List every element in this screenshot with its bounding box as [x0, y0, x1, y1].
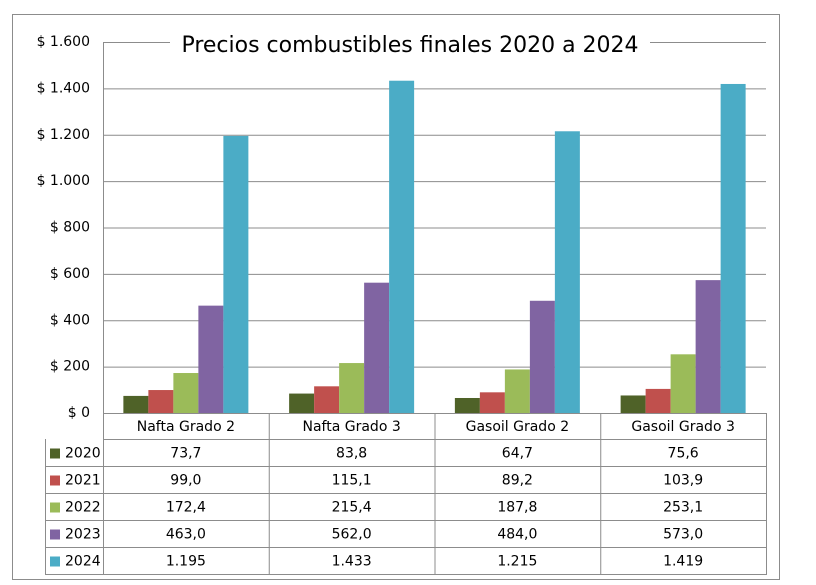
table-value: 99,0: [170, 473, 201, 489]
table-value: 253,1: [663, 500, 703, 516]
table-value: 1.433: [332, 554, 372, 570]
bar: [645, 388, 671, 413]
x-tick-label: Gasoil Grado 2: [466, 419, 570, 435]
table-value: 215,4: [332, 500, 372, 516]
table-value: 103,9: [663, 473, 703, 489]
legend-swatch: [50, 502, 60, 513]
bar: [670, 354, 696, 413]
bar: [148, 390, 174, 413]
bar: [123, 395, 149, 413]
legend-swatch: [50, 448, 60, 459]
title-background: [170, 28, 650, 62]
table-value: 562,0: [332, 527, 372, 543]
bar: [504, 369, 530, 413]
legend-swatch: [50, 475, 60, 486]
y-tick-label: $ 0: [68, 405, 90, 421]
legend-label: 2023: [65, 527, 101, 543]
y-tick-label: $ 1.400: [37, 80, 90, 96]
bar: [314, 386, 340, 413]
bar: [554, 131, 580, 413]
bar: [720, 83, 746, 414]
bar: [454, 397, 480, 413]
bar: [529, 300, 555, 413]
y-tick-label: $ 1.000: [37, 173, 90, 189]
legend-swatch: [50, 529, 60, 540]
table-value: 115,1: [332, 473, 372, 489]
legend-swatch: [50, 556, 60, 567]
x-tick-label: Nafta Grado 3: [303, 419, 401, 435]
y-tick-label: $ 400: [50, 312, 90, 328]
x-tick-label: Gasoil Grado 3: [631, 419, 735, 435]
table-value: 75,6: [668, 446, 699, 462]
legend-label: 2024: [65, 554, 101, 570]
y-tick-label: $ 1.600: [37, 34, 90, 50]
table-value: 73,7: [170, 446, 201, 462]
bar: [479, 392, 505, 413]
bar: [695, 280, 721, 413]
legend-label: 2020: [65, 446, 101, 462]
bar: [289, 393, 315, 413]
bar: [339, 363, 365, 413]
y-tick-label: $ 600: [50, 266, 90, 282]
x-tick-label: Nafta Grado 2: [137, 419, 235, 435]
table-value: 83,8: [336, 446, 367, 462]
y-tick-label: $ 1.200: [37, 127, 90, 143]
table-value: 1.215: [497, 554, 537, 570]
table-value: 89,2: [502, 473, 533, 489]
table-value: 187,8: [497, 500, 537, 516]
table-value: 573,0: [663, 527, 703, 543]
table-value: 484,0: [497, 527, 537, 543]
legend-label: 2021: [65, 473, 101, 489]
table-value: 64,7: [502, 446, 533, 462]
table-value: 463,0: [166, 527, 206, 543]
bar: [364, 282, 390, 413]
y-tick-label: $ 800: [50, 220, 90, 236]
bar: [173, 373, 199, 413]
bar: [620, 395, 646, 413]
bar: [198, 305, 224, 413]
table-value: 172,4: [166, 500, 206, 516]
legend-label: 2022: [65, 500, 101, 516]
y-tick-label: $ 200: [50, 359, 90, 375]
table-value: 1.195: [166, 554, 206, 570]
bar: [389, 80, 415, 414]
table-value: 1.419: [663, 554, 703, 570]
bar: [223, 135, 249, 414]
chart-title: Precios combustibles finales 2020 a 2024: [181, 33, 638, 58]
